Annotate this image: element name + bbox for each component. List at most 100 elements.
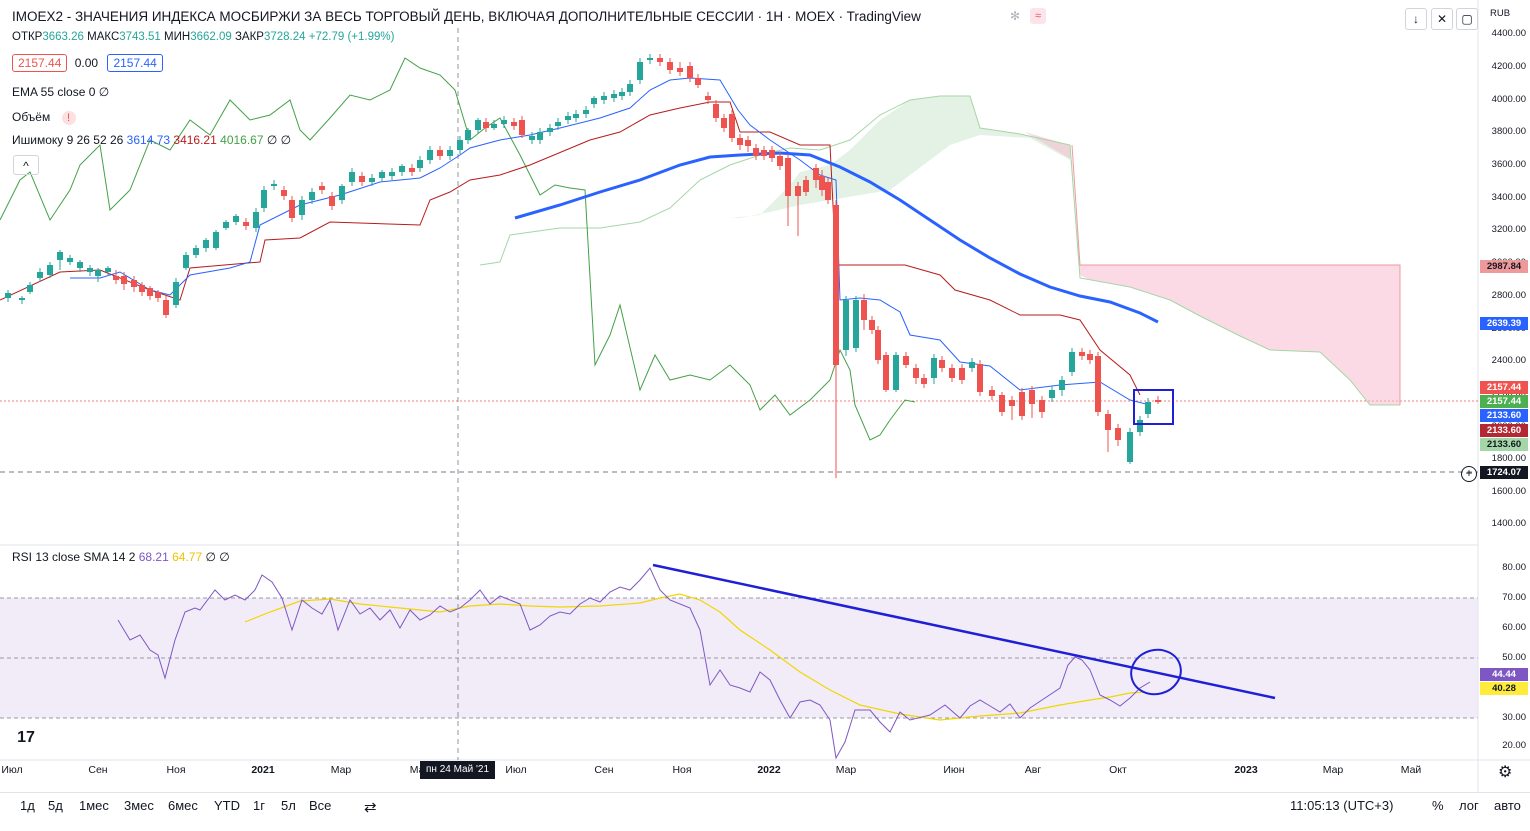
candle-body — [95, 270, 101, 276]
auto-scale-button[interactable]: авто — [1494, 798, 1521, 813]
candle-body — [319, 186, 325, 190]
time-tick: Сен — [594, 764, 614, 776]
candle-body — [721, 118, 727, 128]
snowflake-icon[interactable]: ✻ — [1010, 9, 1021, 23]
date-range-calendar-icon[interactable]: ⇄ — [364, 799, 377, 816]
candle-body — [37, 272, 43, 278]
candle-body — [677, 68, 683, 72]
range-button[interactable]: 1г — [253, 798, 265, 813]
range-button[interactable]: YTD — [214, 798, 240, 813]
candle-body — [253, 212, 259, 228]
range-button[interactable]: Все — [309, 798, 332, 813]
range-button[interactable]: 1мес — [79, 798, 109, 813]
candle-body — [611, 94, 617, 98]
price-label: 2133.60 — [1480, 409, 1528, 422]
ichimoku-cloud-green — [730, 96, 1070, 218]
range-button[interactable]: 5д — [48, 798, 63, 813]
candle-body — [113, 276, 119, 280]
candle-body — [417, 160, 423, 168]
range-button[interactable]: 5л — [281, 798, 296, 813]
candle-body — [737, 138, 743, 145]
download-icon[interactable]: ↓ — [1405, 8, 1427, 30]
range-button[interactable]: 6мес — [168, 798, 198, 813]
fullscreen-icon[interactable]: ▢ — [1456, 8, 1478, 30]
candle-body — [695, 78, 701, 85]
candle-body — [713, 104, 719, 118]
log-scale-button[interactable]: лог — [1459, 798, 1479, 813]
collapse-legend-button[interactable]: ^ — [13, 155, 39, 175]
time-tick: Мар — [1322, 764, 1344, 776]
candle-body — [437, 150, 443, 156]
rsi-trendline[interactable] — [652, 563, 1276, 700]
settings-gear-icon[interactable]: ⚙ — [1498, 764, 1513, 781]
candle-body — [1095, 356, 1101, 412]
annotation-rectangle[interactable] — [1133, 389, 1174, 425]
ichimoku-legend[interactable]: Ишимоку 9 26 52 26 3614.73 3416.21 4016.… — [12, 133, 292, 147]
candle-body — [483, 122, 489, 128]
tradingview-logo[interactable]: 17 — [12, 726, 40, 750]
candle-body — [19, 298, 25, 300]
candle-body — [501, 120, 507, 124]
price-tick: 2400.00 — [1491, 355, 1526, 366]
price-tick: 3600.00 — [1491, 159, 1526, 170]
candle-body — [705, 96, 711, 100]
symbol-title[interactable]: IMOEX2 - ЗНАЧЕНИЯ ИНДЕКСА МОСБИРЖИ ЗА ВЕ… — [12, 9, 921, 24]
candle-body — [529, 136, 535, 140]
compare-wave-icon[interactable]: ≈ — [1030, 8, 1046, 24]
warning-icon[interactable]: ! — [61, 111, 76, 125]
time-tick: Авг — [1024, 764, 1042, 776]
price-label: 2157.44 — [1480, 381, 1528, 394]
time-tick: 2022 — [757, 764, 781, 776]
candle-body — [1069, 352, 1075, 372]
price-label: 2987.84 — [1480, 260, 1528, 273]
price-tick: 1800.00 — [1491, 453, 1526, 464]
candle-body — [785, 158, 791, 196]
candle-body — [921, 378, 927, 384]
time-tick: 2021 — [251, 764, 275, 776]
candle-body — [1087, 354, 1093, 360]
price-tick: 3200.00 — [1491, 224, 1526, 235]
candle-body — [409, 168, 415, 172]
price-tick: 3800.00 — [1491, 126, 1526, 137]
candle-body — [1019, 392, 1025, 416]
candle-body — [795, 186, 801, 196]
candle-body — [813, 168, 819, 180]
rsi-tick: 80.00 — [1502, 562, 1526, 573]
candle-body — [573, 114, 579, 118]
candle-body — [1105, 414, 1111, 430]
rsi-legend[interactable]: RSI 13 close SMA 14 2 68.21 64.77 ∅ ∅ — [12, 550, 230, 564]
annotation-ellipse[interactable] — [1126, 644, 1186, 699]
ichimoku-conversion-line — [70, 77, 1151, 406]
price-tick: 4000.00 — [1491, 94, 1526, 105]
candle-body — [537, 132, 543, 140]
range-button[interactable]: 1д — [20, 798, 35, 813]
candle-body — [1009, 400, 1015, 406]
candle-body — [369, 178, 375, 182]
candle-body — [465, 130, 471, 140]
percent-scale-button[interactable]: % — [1432, 798, 1444, 813]
add-alert-icon[interactable]: + — [1461, 466, 1477, 482]
candle-body — [491, 124, 497, 128]
time-tick: Июл — [1, 764, 23, 776]
candlestick-series — [5, 54, 1161, 478]
ema-legend[interactable]: EMA 55 close 0 ∅ — [12, 85, 110, 99]
ask-button[interactable]: 2157.44 — [107, 54, 163, 72]
close-icon[interactable]: ✕ — [1431, 8, 1453, 30]
candle-body — [657, 58, 663, 62]
candle-body — [1029, 390, 1035, 404]
candle-body — [883, 355, 889, 390]
price-tick: 4400.00 — [1491, 28, 1526, 39]
bid-button[interactable]: 2157.44 — [12, 54, 68, 72]
candle-body — [203, 240, 209, 248]
candle-body — [1115, 428, 1121, 440]
price-label: 2639.39 — [1480, 317, 1528, 330]
range-button[interactable]: 3мес — [124, 798, 154, 813]
rsi-tick: 70.00 — [1502, 592, 1526, 603]
currency-label[interactable]: RUB — [1490, 8, 1511, 19]
volume-legend[interactable]: Объём ! — [12, 110, 76, 125]
candle-body — [1145, 402, 1151, 414]
clock-timezone[interactable]: 11:05:13 (UTC+3) — [1290, 798, 1394, 813]
candle-body — [825, 182, 831, 200]
rsi-sma-line — [244, 593, 1146, 721]
